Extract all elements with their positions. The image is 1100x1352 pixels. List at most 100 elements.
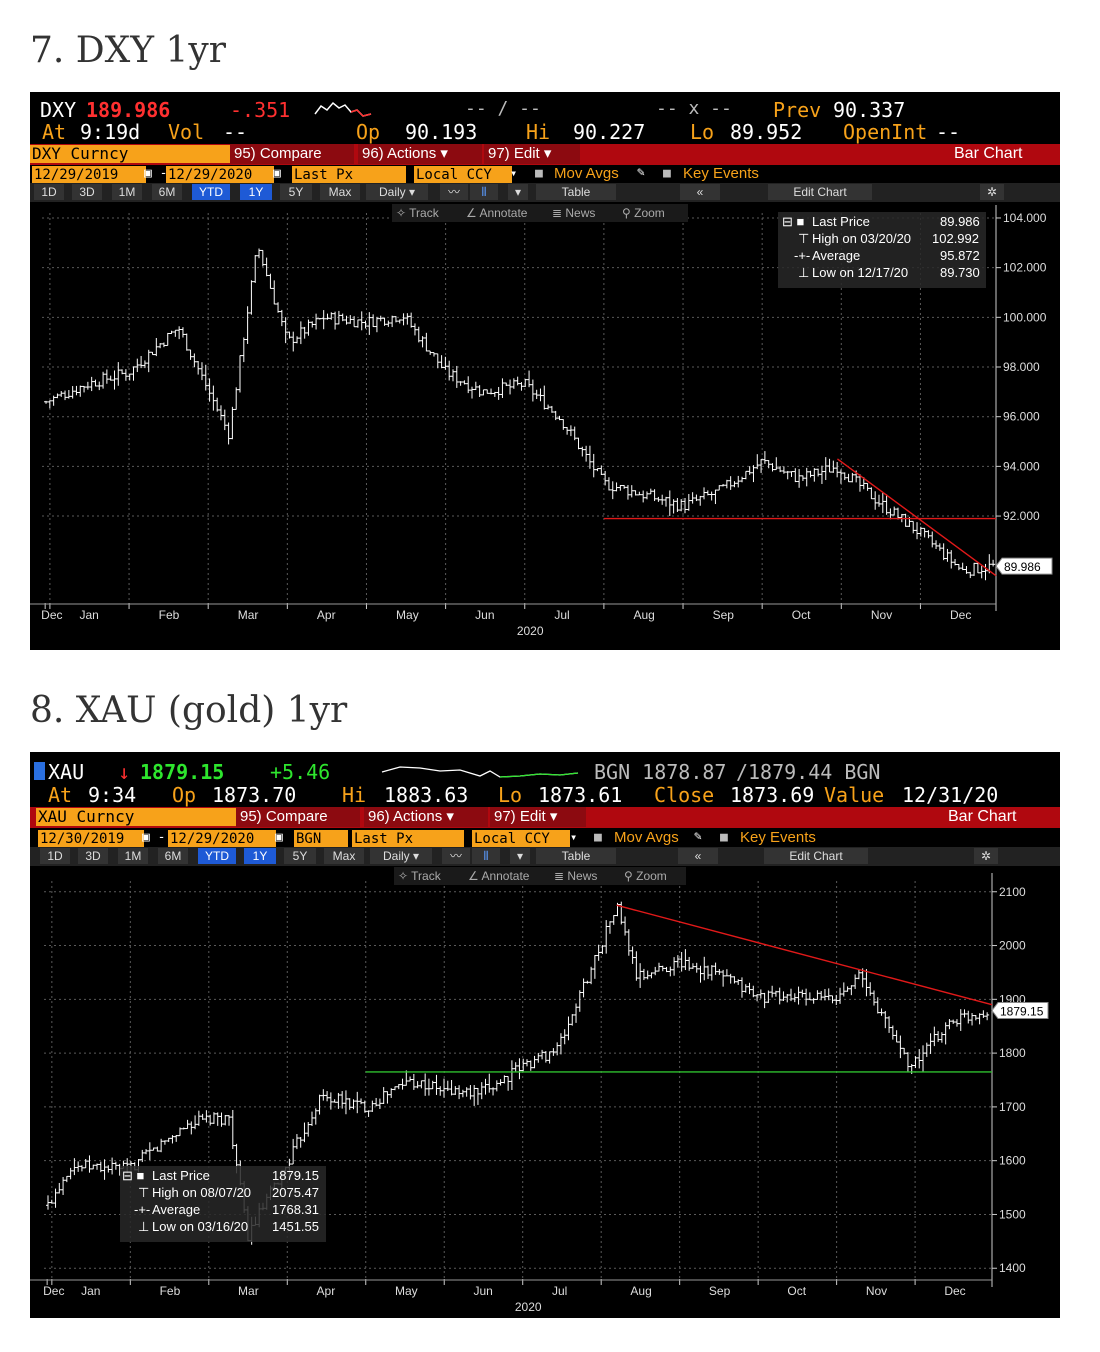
collapse-icon[interactable]: «: [678, 848, 718, 864]
source-field[interactable]: BGN: [294, 830, 348, 848]
frequency-select[interactable]: Daily ▾: [366, 184, 428, 200]
track-tool[interactable]: ✧ Track: [392, 204, 462, 222]
price-tag-box: [991, 1002, 1049, 1020]
chart-type[interactable]: Bar Chart: [948, 808, 1017, 825]
line-chart-icon[interactable]: 〰: [440, 184, 468, 200]
period-ytd-button[interactable]: YTD: [198, 848, 236, 864]
checkbox-icon[interactable]: ■: [594, 830, 602, 845]
chevron-down-icon[interactable]: ▾: [508, 184, 528, 200]
resistance-trendline: [836, 458, 997, 577]
period-1y-button[interactable]: 1Y: [240, 184, 272, 200]
legend-avg-label: Average: [812, 248, 861, 263]
x-tick-label: Jul: [554, 608, 569, 622]
edit-menu[interactable]: 97) Edit ▾: [484, 144, 580, 164]
annotate-tool[interactable]: ∠ Annotate: [464, 867, 550, 885]
gear-icon[interactable]: ✲: [980, 184, 1004, 200]
compare-button[interactable]: 95) Compare: [236, 807, 360, 827]
field-select[interactable]: Last Px: [352, 830, 464, 848]
price-bars: [44, 248, 996, 581]
y-tick-label: 1700: [999, 1100, 1026, 1114]
checkbox-icon[interactable]: ■: [535, 166, 543, 181]
pencil-icon[interactable]: ✎: [694, 829, 702, 844]
calendar-icon[interactable]: ▣ -: [144, 166, 168, 181]
y-tick-label: 2100: [999, 885, 1026, 899]
period-1m-button[interactable]: 1M: [112, 184, 142, 200]
checkbox-icon[interactable]: ■: [663, 166, 671, 181]
currency-select[interactable]: Local CCY: [472, 830, 570, 848]
legend-high-label: High on 03/20/20: [812, 231, 912, 246]
legend-last-value: 1879.15: [272, 1168, 319, 1183]
field-select[interactable]: Last Px: [292, 166, 406, 184]
compare-button[interactable]: 95) Compare: [230, 144, 354, 164]
period-1y-button[interactable]: 1Y: [244, 848, 276, 864]
period-max-button[interactable]: Max: [324, 848, 364, 864]
period-1d-button[interactable]: 1D: [34, 184, 64, 200]
start-date[interactable]: 12/30/2019: [38, 830, 144, 848]
key-events-toggle[interactable]: Key Events: [740, 829, 816, 846]
period-5y-button[interactable]: 5Y: [280, 184, 312, 200]
period-5y-button[interactable]: 5Y: [284, 848, 316, 864]
price-chart[interactable]: 104.000 102.000 100.000 98.000 96.000 94.000 9…: [30, 203, 1060, 650]
zoom-tool[interactable]: ⚲ Zoom: [620, 867, 686, 885]
currency-select[interactable]: Local CCY: [414, 166, 512, 184]
table-button[interactable]: Table: [536, 184, 616, 200]
gear-icon[interactable]: ✲: [974, 848, 998, 864]
checkbox-icon[interactable]: ■: [720, 830, 728, 845]
calendar-icon[interactable]: ▣ -: [142, 830, 166, 845]
average-icon: -+-: [134, 1202, 151, 1217]
chevron-down-icon[interactable]: ▾: [510, 848, 530, 864]
price-tag-box: [995, 557, 1053, 575]
edit-chart-button[interactable]: Edit Chart: [768, 184, 872, 200]
zoom-tool[interactable]: ⚲ Zoom: [618, 204, 688, 222]
period-6m-button[interactable]: 6M: [152, 184, 182, 200]
bar-chart-icon[interactable]: ⫴: [472, 848, 500, 864]
x-tick-label: Jul: [552, 1284, 567, 1298]
legend-avg-value: 95.872: [940, 248, 980, 263]
period-1d-button[interactable]: 1D: [40, 848, 70, 864]
track-tool[interactable]: ✧ Track: [394, 867, 464, 885]
security-field[interactable]: XAU Curncy: [36, 808, 236, 826]
hi-value: 90.227: [573, 120, 646, 144]
period-1m-button[interactable]: 1M: [118, 848, 148, 864]
frequency-select[interactable]: Daily ▾: [370, 848, 432, 864]
collapse-icon[interactable]: «: [680, 184, 720, 200]
pencil-icon[interactable]: ✎: [637, 165, 645, 180]
period-3d-button[interactable]: 3D: [72, 184, 102, 200]
calendar-icon[interactable]: ▣: [275, 830, 283, 845]
table-button[interactable]: Table: [536, 848, 616, 864]
start-date[interactable]: 12/29/2019: [32, 166, 146, 184]
legend-high-value: 102.992: [932, 231, 979, 246]
actions-menu[interactable]: 96) Actions ▾: [364, 807, 488, 827]
period-6m-button[interactable]: 6M: [158, 848, 188, 864]
key-events-toggle[interactable]: Key Events: [683, 165, 759, 182]
news-tool[interactable]: ≣ News: [548, 204, 618, 222]
x-tick-label: Aug: [633, 608, 654, 622]
line-chart-icon[interactable]: 〰: [442, 848, 470, 864]
end-date[interactable]: 12/29/2020: [166, 166, 274, 184]
annotate-tool[interactable]: ∠ Annotate: [462, 204, 548, 222]
last-price-tag: 89.986: [995, 557, 1053, 575]
security-field[interactable]: DXY Curncy: [30, 145, 230, 163]
time: 9:19d: [80, 120, 141, 144]
end-date[interactable]: 12/29/2020: [168, 830, 276, 848]
mov-avgs-toggle[interactable]: Mov Avgs: [554, 165, 619, 182]
period-max-button[interactable]: Max: [320, 184, 360, 200]
period-3d-button[interactable]: 3D: [78, 848, 108, 864]
chevron-down-icon[interactable]: ▾: [570, 830, 578, 844]
chevron-down-icon[interactable]: ▾: [510, 166, 518, 180]
mov-avgs-toggle[interactable]: Mov Avgs: [614, 829, 679, 846]
section-title-xau: 8. XAU (gold) 1yr: [30, 690, 348, 731]
news-tool[interactable]: ≣ News: [550, 867, 620, 885]
bar-chart-icon[interactable]: ⫴: [470, 184, 498, 200]
y-tick-label: 92.000: [1003, 509, 1040, 523]
period-ytd-button[interactable]: YTD: [192, 184, 230, 200]
calendar-icon[interactable]: ▣: [273, 166, 281, 181]
bloomberg-terminal-dxy: DXY 189.986 -.351 -- / -- -- x -- Prev 9…: [30, 92, 1060, 650]
edit-chart-button[interactable]: Edit Chart: [764, 848, 868, 864]
edit-menu[interactable]: 97) Edit ▾: [490, 807, 586, 827]
x-tick-label: Sep: [713, 608, 735, 622]
chart-type[interactable]: Bar Chart: [954, 145, 1023, 162]
actions-menu[interactable]: 96) Actions ▾: [358, 144, 482, 164]
y-tick-label: 104.000: [1003, 211, 1047, 225]
